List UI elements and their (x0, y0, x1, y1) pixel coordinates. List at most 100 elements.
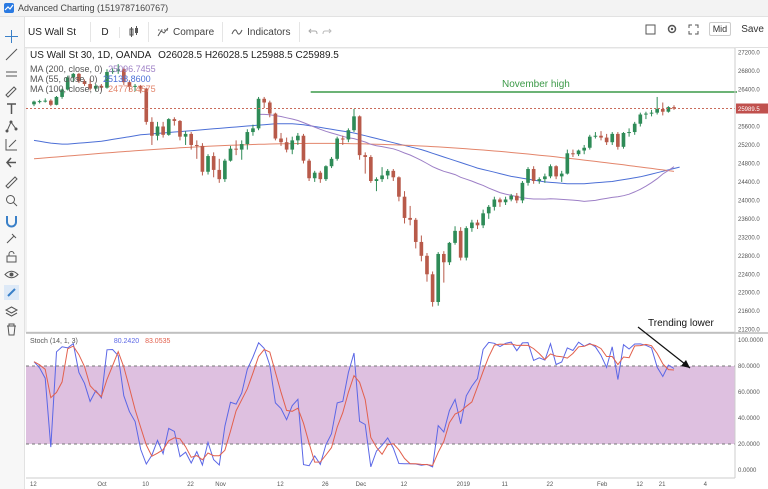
price-tick-label: 24400.0 (738, 180, 760, 186)
time-tick-label: 11 (502, 482, 509, 488)
time-tick-label: 4 (704, 482, 708, 488)
crosshair-icon[interactable] (4, 29, 19, 44)
candle-body (161, 126, 165, 135)
ma200-line (33, 123, 680, 185)
candle-body (127, 82, 132, 87)
candle-body (150, 121, 154, 136)
price-tick-label: 25600.0 (738, 125, 760, 131)
candle-body (77, 73, 81, 82)
time-tick-label: Dec (356, 482, 367, 488)
stay-drawing-icon[interactable] (4, 231, 19, 246)
candle-body (296, 135, 300, 141)
candle-body (571, 153, 575, 155)
stoch-tick-label: 100.0000 (738, 338, 764, 344)
price-tick-label: 23200.0 (738, 235, 760, 241)
brush-icon[interactable] (4, 83, 19, 98)
candle-body (464, 228, 469, 258)
save-button[interactable]: Save (741, 23, 764, 35)
candle-body (228, 148, 233, 161)
ruler-icon[interactable] (4, 175, 19, 190)
last-price-tag (736, 103, 768, 114)
candle-body (503, 199, 508, 203)
stoch-legend[interactable]: Stoch (14, 1, 3) 80.2420 83.0535 (30, 338, 170, 345)
magnet-icon[interactable] (4, 213, 19, 228)
link-icon[interactable] (4, 285, 19, 300)
candle-body (183, 133, 188, 137)
legend-ma100[interactable]: MA (100, close, 0) 24773.4675 (30, 84, 339, 94)
stoch-band (26, 366, 735, 444)
trend-line-icon[interactable] (4, 47, 19, 62)
november-high-label: November high (502, 79, 570, 90)
candle-body (621, 132, 626, 147)
fullscreen-box-icon[interactable] (645, 24, 656, 35)
candle-body (105, 72, 109, 88)
redo-icon[interactable] (322, 27, 332, 37)
lock-icon[interactable] (4, 249, 19, 264)
legend-ma200[interactable]: MA (200, close, 0) 25096.7455 (30, 64, 339, 74)
measure-icon[interactable] (4, 137, 19, 152)
eye-icon[interactable] (4, 267, 19, 282)
horizontal-line-icon[interactable] (4, 65, 19, 80)
candle-body (565, 153, 570, 174)
candle-body (155, 126, 160, 136)
style-select[interactable]: Mid (708, 22, 732, 36)
text-icon[interactable] (4, 101, 19, 116)
candle-body (279, 138, 283, 143)
candle-body (239, 144, 244, 150)
candle-body (178, 120, 182, 137)
candle-body (548, 166, 553, 177)
undo-icon[interactable] (307, 27, 318, 37)
candles-icon (129, 26, 138, 37)
candle-body (447, 242, 452, 263)
interval-button[interactable]: D (91, 26, 120, 38)
candle-body (312, 172, 317, 179)
candle-body (43, 100, 48, 102)
app-icon (4, 3, 14, 13)
ma100-value: 24773.4675 (108, 84, 156, 94)
candle-body (99, 85, 104, 88)
symbol-label: US Wall St (28, 26, 76, 38)
legend-ma55[interactable]: MA (55, close, 0) 25138.8600 (30, 74, 339, 84)
candle-body (610, 133, 615, 143)
candle-body (234, 148, 238, 150)
price-tick-label: 22000.0 (738, 291, 760, 297)
time-tick-label: 12 (30, 482, 37, 488)
expand-icon[interactable] (688, 24, 699, 35)
stoch-d-value: 83.0535 (145, 338, 171, 345)
candle-body (453, 230, 457, 243)
symbol-search[interactable]: US Wall St (28, 22, 91, 42)
candle-body (189, 133, 194, 145)
candle-body (363, 155, 368, 157)
compare-button[interactable]: Compare (149, 22, 224, 42)
legend-high: H26028.5 (204, 50, 249, 61)
candle-body (329, 158, 334, 167)
candle-body (352, 116, 356, 131)
candle-body (430, 274, 435, 302)
candle-body (335, 138, 339, 159)
layers-icon[interactable] (4, 305, 19, 320)
candle-body (486, 206, 491, 214)
candle-body (65, 77, 70, 90)
zoom-icon[interactable] (4, 193, 19, 208)
gear-icon[interactable] (666, 23, 678, 35)
candle-body (374, 179, 379, 181)
pattern-icon[interactable] (4, 119, 19, 134)
candle-body (419, 241, 424, 256)
window-titlebar: Advanced Charting (1519787160767) (0, 0, 768, 17)
candle-body (475, 222, 480, 226)
price-pane (25, 47, 736, 333)
candle-body (442, 253, 446, 263)
time-tick-label: 10 (142, 482, 149, 488)
indicators-button[interactable]: Indicators (223, 22, 300, 42)
ma100-label: MA (100, close, 0) (30, 84, 103, 94)
window-title: Advanced Charting (1519787160767) (18, 3, 169, 13)
candle-body (413, 219, 418, 242)
chart-type-button[interactable] (120, 22, 149, 42)
chart-legend: US Wall St 30, 1D, OANDA O26028.5 H26028… (30, 50, 339, 94)
candle-body (284, 142, 289, 150)
back-arrow-icon[interactable] (4, 155, 19, 170)
stoch-k-value: 80.2420 (113, 338, 140, 345)
legend-low: L25988.5 (250, 50, 293, 61)
trash-icon[interactable] (4, 322, 19, 337)
